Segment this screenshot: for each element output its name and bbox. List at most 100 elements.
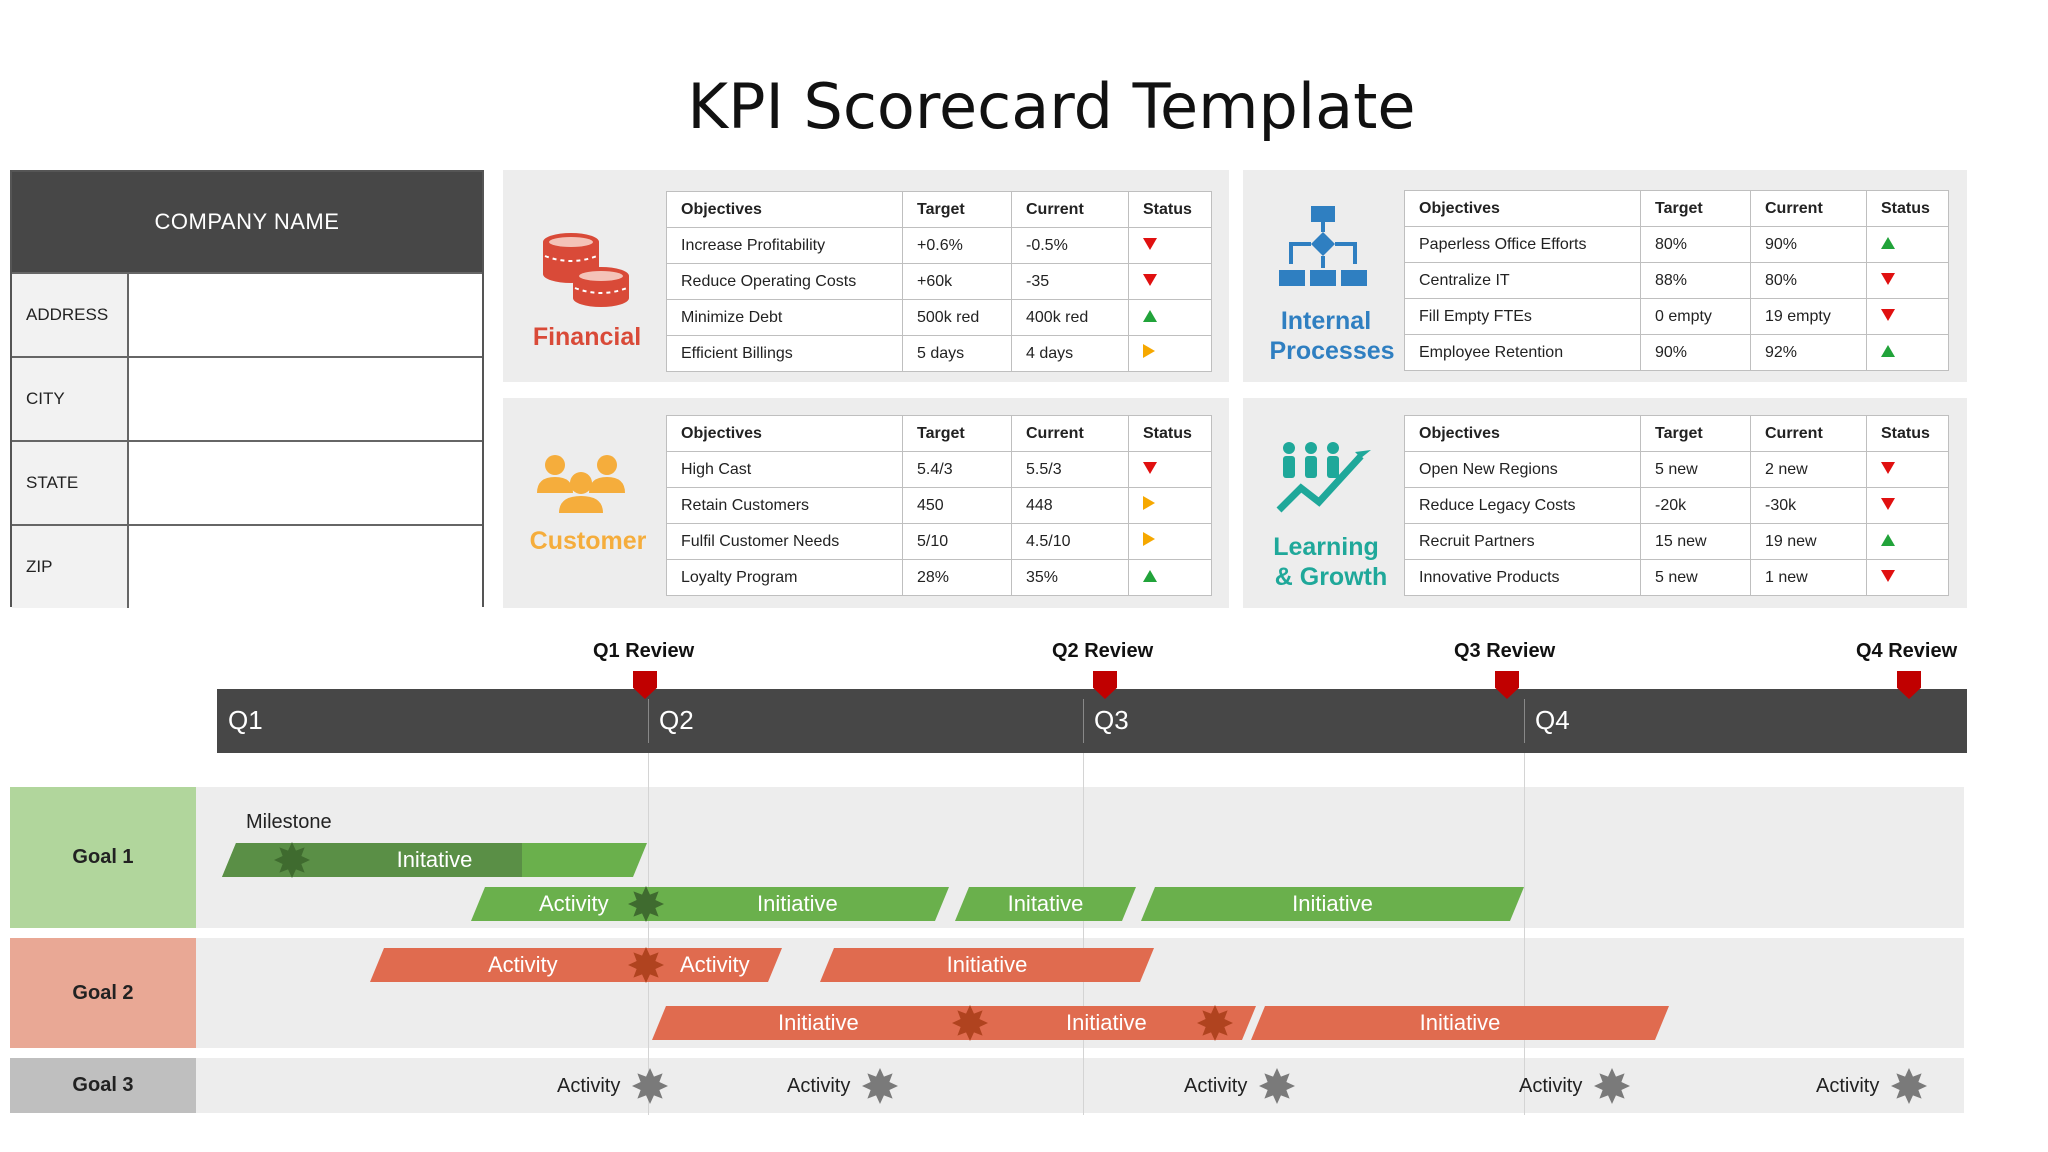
target-cell: 5 days [902, 335, 1012, 372]
page-title: KPI Scorecard Template [687, 70, 1416, 143]
current-cell: 4.5/10 [1011, 523, 1129, 560]
financial-table: Objectives Target Current Status Increas… [666, 191, 1212, 372]
current-cell: 80% [1750, 262, 1867, 299]
quarter-divider [648, 699, 649, 743]
current-cell: 5.5/3 [1011, 451, 1129, 488]
status-down-icon [1881, 497, 1895, 510]
current-cell: -35 [1011, 263, 1129, 300]
status-up-icon [1881, 236, 1895, 249]
table-row: Paperless Office Efforts 80% 90% [1404, 226, 1949, 263]
col-current: Current [1750, 415, 1867, 452]
panel-customer: Customer Objectives Target Current Statu… [503, 398, 1229, 608]
col-target: Target [902, 415, 1012, 452]
status-cell [1866, 559, 1949, 596]
status-down-icon [1881, 272, 1895, 285]
target-cell: +0.6% [902, 227, 1012, 264]
table-row: Innovative Products 5 new 1 new [1404, 559, 1949, 596]
state-field[interactable] [129, 442, 482, 524]
col-current: Current [1011, 415, 1129, 452]
goal3-activity-label: Activity [787, 1075, 851, 1097]
milestone-star-icon[interactable] [1197, 1005, 1233, 1041]
activity-star-icon[interactable] [1594, 1068, 1630, 1104]
table-row: Increase Profitability +0.6% -0.5% [666, 227, 1212, 264]
objective-cell: Paperless Office Efforts [1404, 226, 1641, 263]
learning-label-line1: Learning [1273, 533, 1379, 561]
objective-cell: Loyalty Program [666, 559, 903, 596]
goal2-initiative-bar-4[interactable]: Initiative [1251, 1006, 1669, 1040]
objective-cell: Reduce Operating Costs [666, 263, 903, 300]
current-cell: 2 new [1750, 451, 1867, 488]
target-cell: 5 new [1640, 559, 1751, 596]
goal1-label: Goal 1 [10, 787, 196, 928]
table-row: Minimize Debt 500k red 400k red [666, 299, 1212, 336]
current-cell: 35% [1011, 559, 1129, 596]
goal2-activity-bar[interactable]: Activity Activity [370, 948, 782, 982]
activity-star-icon[interactable] [1891, 1068, 1927, 1104]
city-label: CITY [12, 358, 129, 440]
goal2-bar3-c: Initiative [1419, 1010, 1501, 1035]
objective-cell: Recruit Partners [1404, 523, 1641, 560]
objective-cell: Reduce Legacy Costs [1404, 487, 1641, 524]
milestone-label: Milestone [246, 811, 332, 833]
table-row: Fulfil Customer Needs 5/10 4.5/10 [666, 523, 1212, 560]
goal2-label: Goal 2 [10, 938, 196, 1048]
milestone-star-icon[interactable] [952, 1005, 988, 1041]
table-row: High Cast 5.4/3 5.5/3 [666, 451, 1212, 488]
milestone-star-icon[interactable] [628, 886, 664, 922]
goal1-initiative-bar-4[interactable]: Initiative [1141, 887, 1524, 921]
objective-cell: Efficient Billings [666, 335, 903, 372]
col-objectives: Objectives [666, 415, 903, 452]
growth-team-icon [1275, 440, 1371, 516]
goal2-initiative-bar-2[interactable]: Initiative [820, 948, 1154, 982]
current-cell: 400k red [1011, 299, 1129, 336]
current-cell: -0.5% [1011, 227, 1129, 264]
col-objectives: Objectives [666, 191, 903, 228]
table-row: Reduce Operating Costs +60k -35 [666, 263, 1212, 300]
goal1-bar1-label: Initative [396, 847, 473, 872]
table-row: Efficient Billings 5 days 4 days [666, 335, 1212, 372]
internal-label-line2: Processes [1269, 337, 1395, 365]
city-field[interactable] [129, 358, 482, 440]
target-cell: -20k [1640, 487, 1751, 524]
status-cell [1866, 262, 1949, 299]
objective-cell: High Cast [666, 451, 903, 488]
status-cell [1128, 299, 1212, 336]
status-up-icon [1881, 344, 1895, 357]
activity-star-icon[interactable] [632, 1068, 668, 1104]
status-down-icon [1881, 461, 1895, 474]
milestone-star-icon[interactable] [628, 947, 664, 983]
process-flow-icon [1279, 206, 1367, 294]
milestone-star-icon[interactable] [274, 842, 310, 878]
goal2-bar3-b: Initiative [1066, 1010, 1147, 1035]
current-cell: 92% [1750, 334, 1867, 371]
target-cell: 5.4/3 [902, 451, 1012, 488]
zip-field[interactable] [129, 526, 482, 608]
quarter-bar [217, 689, 1967, 753]
target-cell: 5 new [1640, 451, 1751, 488]
goal2-bar3-a: Initiative [778, 1010, 859, 1035]
goal1-initiative-bar-3[interactable]: Initative [955, 887, 1136, 921]
goal1-activity-initiative-bar[interactable]: Activity Initiative [471, 887, 949, 921]
state-label: STATE [12, 442, 129, 524]
current-cell: 19 new [1750, 523, 1867, 560]
goal3-activity-label: Activity [557, 1075, 621, 1097]
col-status: Status [1866, 190, 1949, 227]
activity-star-icon[interactable] [1259, 1068, 1295, 1104]
status-up-icon [1143, 569, 1157, 582]
address-field[interactable] [129, 274, 482, 356]
status-up-icon [1881, 533, 1895, 546]
company-row-zip: ZIP [12, 524, 482, 608]
status-cell [1128, 559, 1212, 596]
goal1-bar3-label: Initative [1007, 891, 1084, 916]
col-objectives: Objectives [1404, 190, 1641, 227]
activity-star-icon[interactable] [862, 1068, 898, 1104]
company-row-state: STATE [12, 440, 482, 524]
status-cell [1128, 487, 1212, 524]
col-objectives: Objectives [1404, 415, 1641, 452]
quarter-q4: Q4 [1535, 705, 1570, 735]
company-name-header[interactable]: COMPANY NAME [12, 172, 482, 272]
goal2-bar1-activity-b: Activity [680, 952, 750, 977]
q4-review-label: Q4 Review [1856, 640, 1958, 662]
col-target: Target [1640, 190, 1751, 227]
col-current: Current [1011, 191, 1129, 228]
